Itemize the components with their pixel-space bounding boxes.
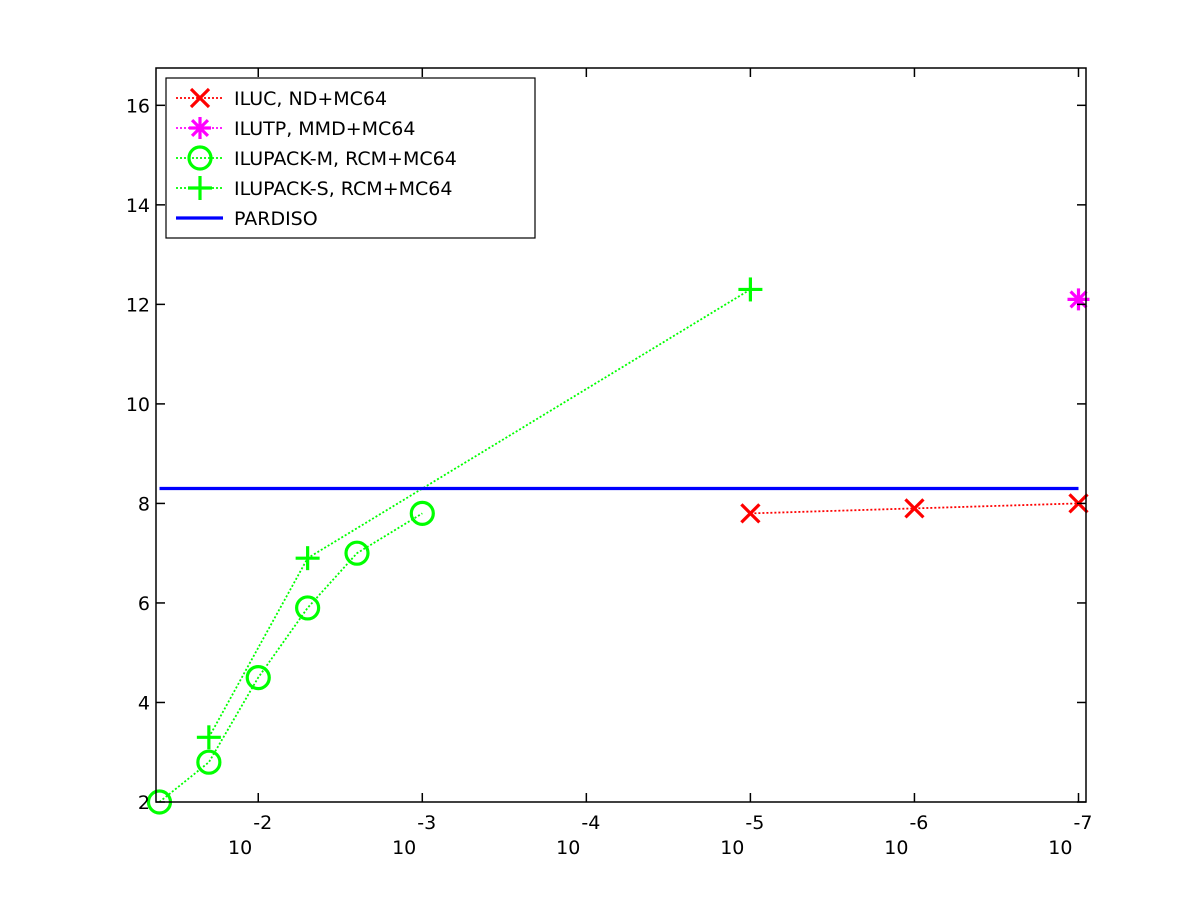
data-point xyxy=(738,277,763,302)
y-tick-label: 6 xyxy=(138,593,150,615)
series-4 xyxy=(196,277,763,750)
y-tick-label: 14 xyxy=(126,195,150,217)
x-tick-base: 10 xyxy=(720,837,744,859)
y-tick: 12 xyxy=(126,294,1086,316)
x-tick-base: 10 xyxy=(392,837,416,859)
y-tick-label: 10 xyxy=(126,394,150,416)
legend-box xyxy=(165,77,536,239)
x-tick: 10-6 xyxy=(884,68,928,859)
x-tick: 10-5 xyxy=(720,68,764,859)
x-tick-exponent: -7 xyxy=(1073,812,1092,834)
x-tick-exponent: -5 xyxy=(745,812,764,834)
y-tick: 2 xyxy=(138,792,1086,814)
series-3 xyxy=(146,500,435,815)
x-tick: 10-3 xyxy=(392,68,436,859)
y-tick: 6 xyxy=(138,593,1086,615)
legend-entry: ILUC, ND+MC64 xyxy=(176,87,387,110)
y-tick: 10 xyxy=(126,394,1086,416)
legend-label: ILUPACK-S, RCM+MC64 xyxy=(234,178,452,200)
legend-entry: ILUTP, MMD+MC64 xyxy=(176,117,415,140)
y-tick-label: 8 xyxy=(138,493,150,515)
x-tick-base: 10 xyxy=(228,837,252,859)
legend-entry: ILUPACK-S, RCM+MC64 xyxy=(176,176,452,200)
legend-label: PARDISO xyxy=(234,208,318,230)
x-tick-exponent: -4 xyxy=(581,812,600,834)
data-point xyxy=(344,540,370,566)
data-point xyxy=(295,595,321,621)
legend-swatch-marker xyxy=(188,176,212,200)
data-point xyxy=(295,546,320,571)
legend: ILUC, ND+MC64 ILUTP, MMD+MC64 ILUPACK-M, R… xyxy=(165,77,536,239)
legend-label: ILUTP, MMD+MC64 xyxy=(234,118,415,140)
data-point xyxy=(409,500,435,526)
y-tick-label: 12 xyxy=(126,294,150,316)
plot-frame xyxy=(155,67,1087,803)
data-point xyxy=(196,725,221,750)
x-tick: 10-7 xyxy=(1048,68,1092,859)
legend-swatch-marker xyxy=(189,87,211,109)
y-tick: 14 xyxy=(126,195,1086,217)
x-tick: 10-4 xyxy=(556,68,600,859)
x-tick-base: 10 xyxy=(1048,837,1072,859)
x-tick-exponent: -2 xyxy=(253,812,272,834)
y-tick-label: 2 xyxy=(138,792,150,814)
y-tick: 4 xyxy=(138,692,1086,714)
legend-swatch-marker xyxy=(189,117,211,139)
x-tick-base: 10 xyxy=(556,837,580,859)
x-tick-exponent: -3 xyxy=(417,812,436,834)
legend-label: ILUPACK-M, RCM+MC64 xyxy=(234,148,457,170)
legend-label: ILUC, ND+MC64 xyxy=(234,88,387,110)
data-point xyxy=(196,749,222,775)
y-tick-label: 4 xyxy=(138,692,150,714)
y-tick: 8 xyxy=(138,493,1086,515)
data-point xyxy=(245,664,271,691)
y-tick: 16 xyxy=(126,95,1086,117)
x-tick-base: 10 xyxy=(884,837,908,859)
legend-entry: ILUPACK-M, RCM+MC64 xyxy=(176,145,457,171)
data-point xyxy=(740,503,761,524)
y-tick-label: 16 xyxy=(126,95,150,117)
data-point xyxy=(904,498,925,519)
x-tick: 10-2 xyxy=(228,68,272,859)
legend-swatch-marker xyxy=(187,145,213,171)
x-tick-exponent: -6 xyxy=(909,812,928,834)
series-1 xyxy=(740,493,1089,524)
legend-entry: PARDISO xyxy=(176,208,318,230)
